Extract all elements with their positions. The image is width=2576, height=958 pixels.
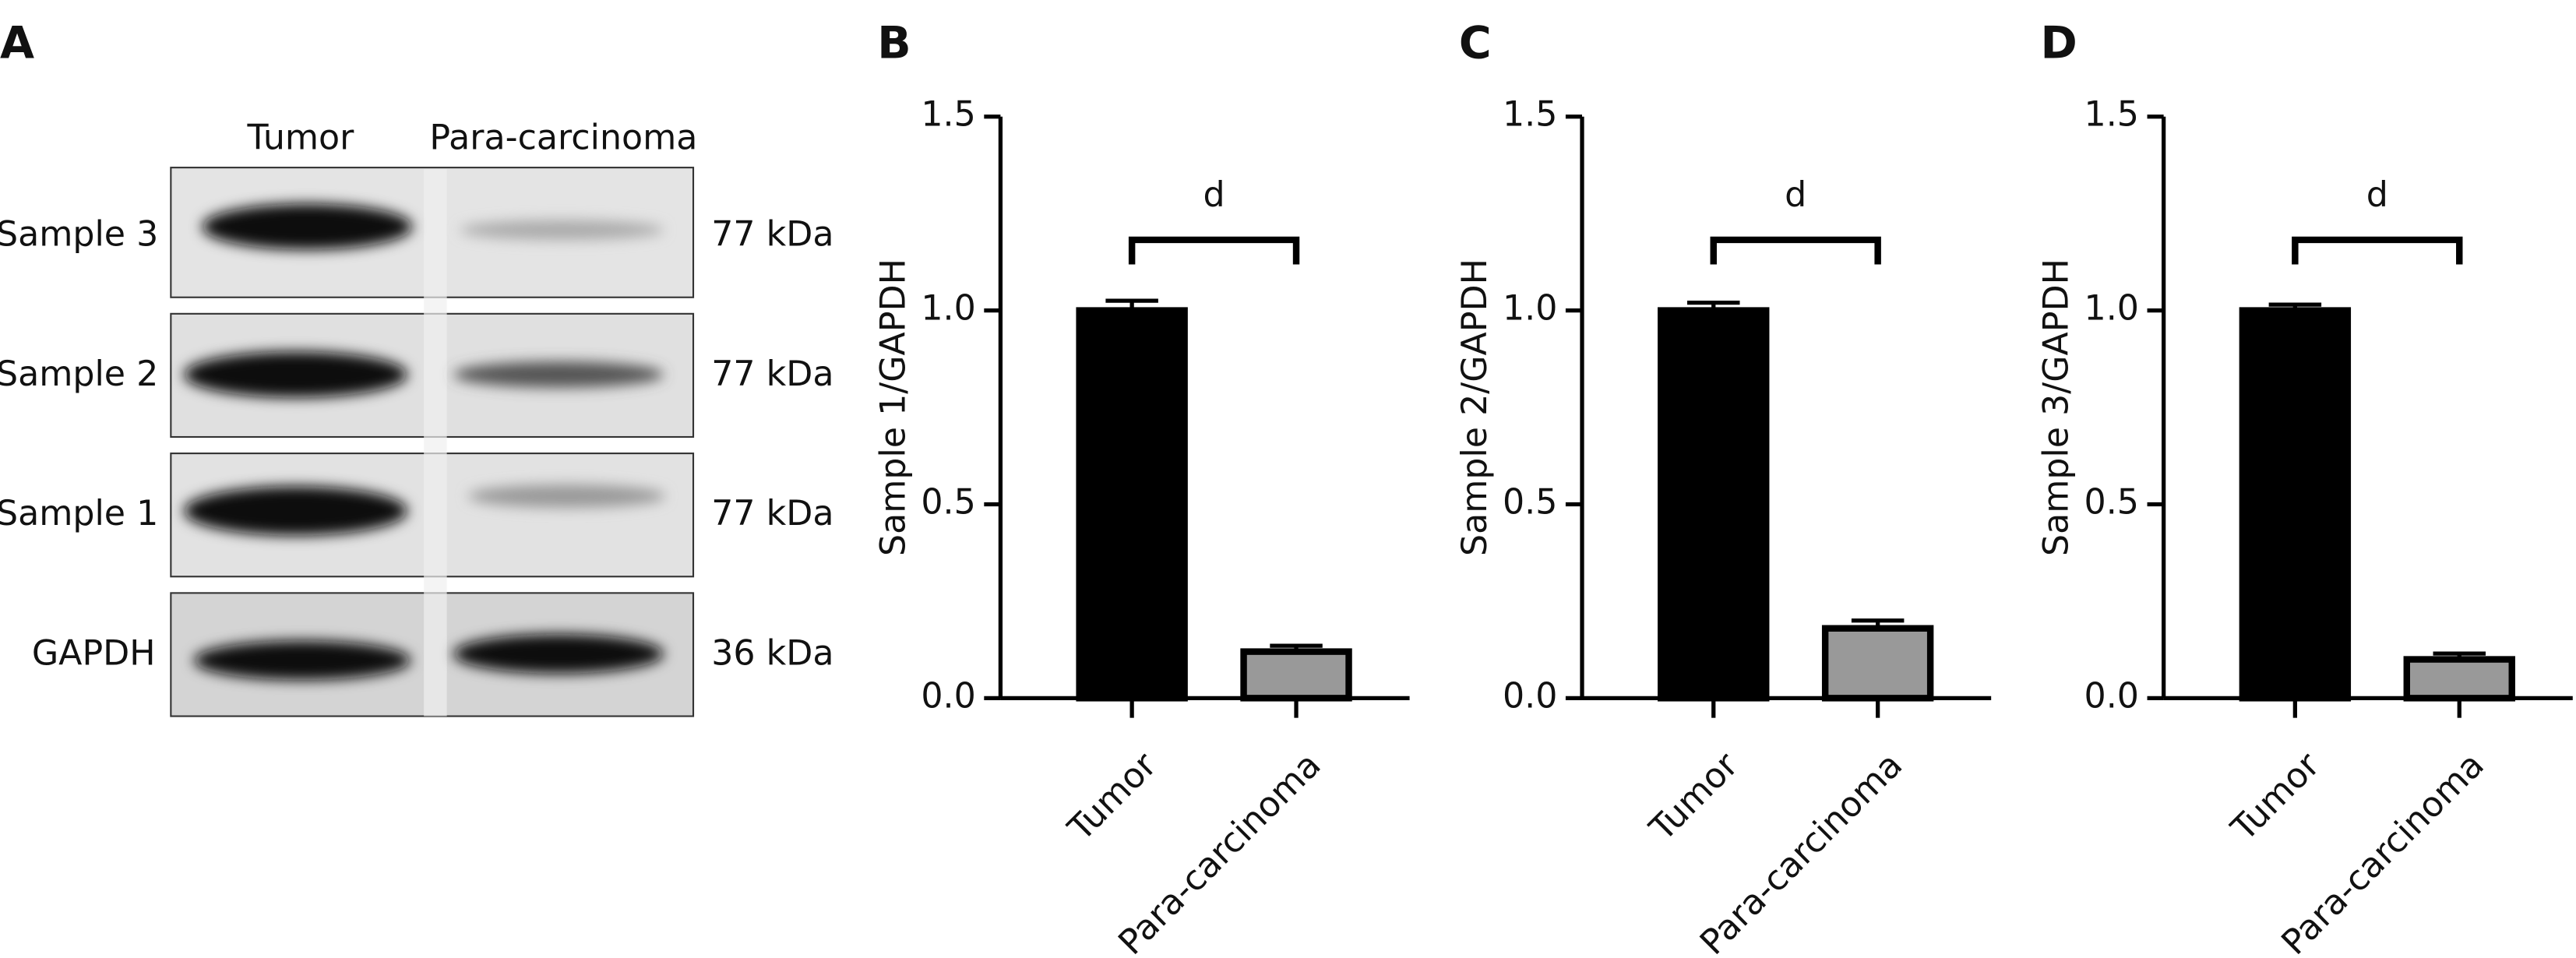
y-tick-label: 1.5 [1503,95,1557,135]
band [184,486,408,536]
significance-bracket [2292,236,2463,265]
bar [1240,648,1352,702]
band [468,484,666,508]
y-tick-label: 1.0 [921,289,975,329]
row-label: Sample 3 [0,215,158,255]
y-axis-label: Sample 3/GAPDH [2037,259,2077,556]
y-tick-label: 0.5 [1503,482,1557,522]
size-label: 77 kDa [711,215,833,255]
annotation: d [2366,175,2388,215]
y-tick-label: 0.5 [2084,482,2139,522]
y-tick-label: 1.5 [2084,95,2139,135]
row-label: Sample 1 [0,494,158,534]
column-label: Para-carcinoma [429,118,697,157]
row-label: Sample 2 [0,354,158,394]
band [193,640,411,681]
size-label: 77 kDa [711,494,833,534]
x-tick-label: Tumor [2223,745,2328,849]
panel-label: D [2040,18,2077,69]
blot-panel: A Tumor Para-carcinoma Sample 3 77 kDa S… [0,18,834,717]
bar [2239,307,2352,702]
y-tick-label: 1.0 [1503,289,1557,329]
x-tick-label: Tumor [1060,745,1165,849]
band [184,351,408,398]
bands [184,203,666,681]
significance-bracket [1128,236,1300,265]
panel-label: B [877,18,911,69]
panel-label: C [1459,18,1492,69]
band [202,203,413,250]
annotation: d [1785,175,1806,215]
y-axis-label: Sample 1/GAPDH [873,259,913,556]
bar [1658,307,1770,702]
panel-label: A [0,18,34,69]
bar [1821,625,1934,702]
x-tick-label: Tumor [1642,745,1746,849]
annotation: d [1203,175,1225,215]
size-label: 36 kDa [711,634,833,674]
size-label: 77 kDa [711,354,833,394]
band [460,220,664,240]
significance-bracket [1710,236,1881,265]
y-tick-label: 0.0 [2084,676,2139,716]
y-tick-label: 1.5 [921,95,975,135]
row-label: GAPDH [32,634,156,674]
lane-gap [424,169,447,717]
band [453,361,664,388]
y-tick-label: 0.5 [921,482,975,522]
bar [2403,656,2515,702]
band [453,634,664,674]
column-label: Tumor [247,118,355,157]
y-tick-label: 0.0 [1503,676,1557,716]
y-axis-label: Sample 2/GAPDH [1455,259,1495,556]
blot-strips [170,167,695,717]
y-tick-label: 1.0 [2084,289,2139,329]
bar [1076,307,1188,702]
y-tick-label: 0.0 [921,676,975,716]
